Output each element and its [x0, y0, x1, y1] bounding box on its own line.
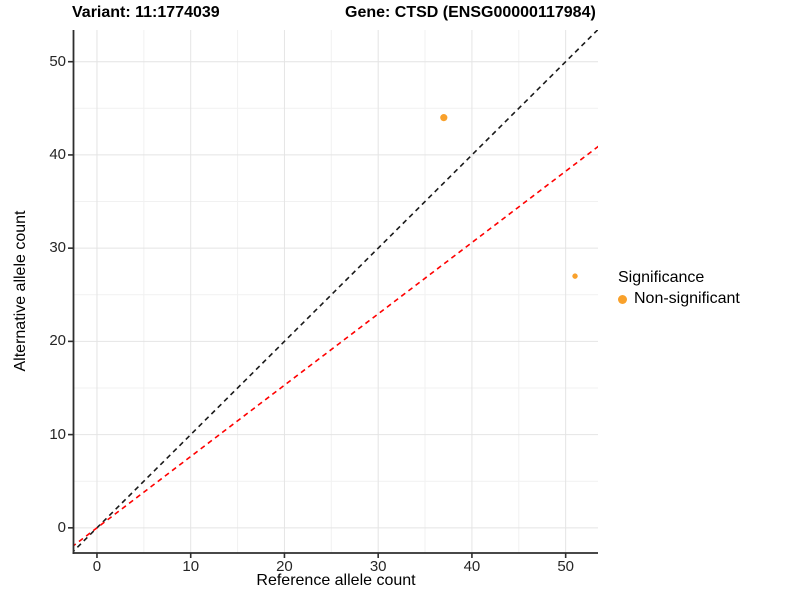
x-tick-label: 30: [369, 558, 387, 575]
y-tick-label: 10: [49, 425, 66, 443]
legend-dot-icon: [618, 294, 627, 304]
legend: Significance Non-significant: [618, 269, 740, 308]
x-tick-label: 50: [557, 558, 574, 575]
data-point: [572, 273, 578, 279]
x-tick-label: 20: [276, 558, 293, 575]
legend-title: Significance: [618, 269, 705, 286]
identity-line: [74, 30, 598, 552]
y-tick-label: 20: [49, 332, 66, 350]
y-axis-title: Alternative allele count: [12, 210, 29, 372]
expected-ratio-line: [74, 145, 598, 547]
x-tick-label: 0: [92, 558, 102, 575]
x-tick-label: 10: [182, 558, 200, 575]
y-tick-label: 40: [49, 145, 66, 163]
legend-item-label: Non-significant: [634, 290, 740, 307]
variant-title: Variant: 11:1774039: [72, 4, 220, 21]
data-point: [440, 114, 448, 122]
y-tick-label: 0: [57, 518, 66, 536]
x-axis-title: Reference allele count: [256, 572, 416, 589]
y-tick-label: 30: [49, 239, 66, 257]
x-tick-label: 40: [463, 558, 481, 575]
legend-item-non-significant: Non-significant: [618, 290, 740, 308]
gene-title: Gene: CTSD (ENSG00000117984): [345, 4, 596, 21]
y-tick-label: 50: [49, 52, 66, 70]
